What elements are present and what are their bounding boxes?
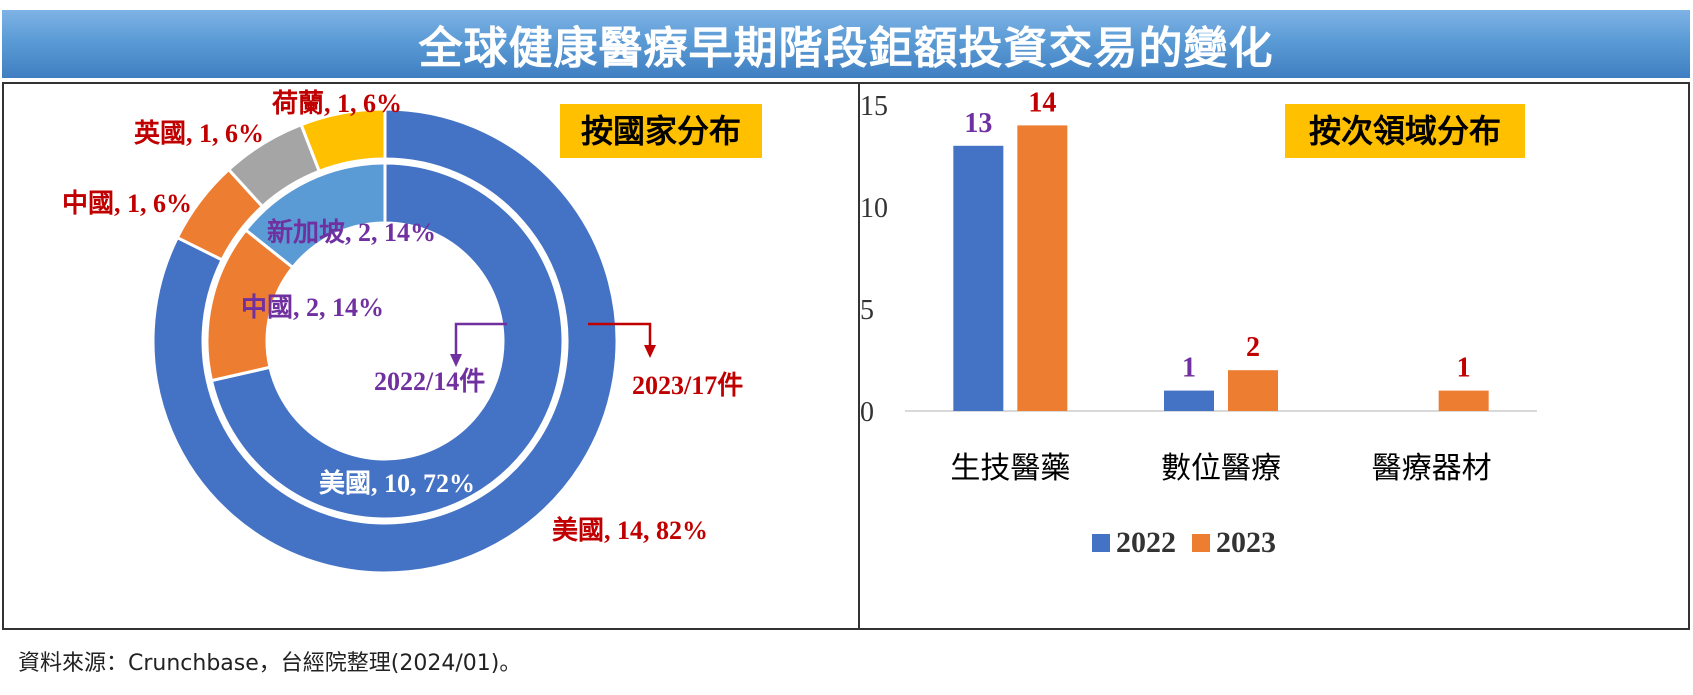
bar-label-2022-0: 13 [964, 108, 992, 139]
bar-label-2023-2: 1 [1457, 353, 1471, 384]
arrowhead-outer-ring [644, 345, 656, 358]
bar-chart: 0 5 10 15 生技醫藥 數位醫療 醫療器材 13 14 1 2 1 按次領域分布 2022 202… [860, 87, 1537, 559]
donut-label-outer-2: 英國, 1, 6% [134, 119, 264, 148]
donut-slice-inner-0 [209, 161, 565, 521]
donut-label-inner-1: 中國, 2, 14% [241, 293, 384, 322]
outer-ring-total-label: 2023/17件 [632, 371, 743, 400]
bar-label-2023-0: 14 [1028, 87, 1056, 118]
donut-label-outer-3: 荷蘭, 1, 6% [272, 89, 402, 118]
category-label-2: 醫療器材 [1372, 451, 1492, 486]
country-title-box [560, 104, 762, 158]
arrowhead-inner-ring [450, 354, 462, 367]
arrow-outer-ring [588, 322, 652, 350]
bar-label-2022-1: 1 [1182, 353, 1196, 384]
donut-label-outer-0: 美國, 14, 82% [552, 515, 708, 545]
source-note: 資料來源：Crunchbase，台經院整理(2024/01)。 [18, 651, 522, 676]
bar-2023-2 [1438, 390, 1489, 411]
arrow-inner-ring [454, 322, 507, 360]
subfield-title-box [1285, 104, 1525, 158]
bar-2022-1 [1164, 390, 1214, 411]
country-panel-title: 按國家分布 [581, 112, 741, 150]
subfield-panel: 0 5 10 15 生技醫藥 數位醫療 醫療器材 13 14 1 2 1 按次領域分布 2022 202… [858, 82, 1690, 630]
donut-label-outer-1: 中國, 1, 6% [62, 189, 192, 218]
donut-slice-inner-2 [243, 161, 387, 270]
donut-slice-outer-0 [151, 107, 619, 575]
country-panel: 美國, 10, 72% 中國, 2, 14% 新加坡, 2, 14% 美國, 14, … [2, 82, 860, 630]
donut-chart: 美國, 10, 72% 中國, 2, 14% 新加坡, 2, 14% 美國, 14, … [62, 89, 762, 575]
legend-label-2022: 2022 [1116, 526, 1176, 559]
legend-label-2023: 2023 [1216, 526, 1276, 559]
y-tick-label-0: 0 [860, 397, 874, 428]
donut-label-inner-2: 新加坡, 2, 14% [267, 217, 436, 247]
donut-slice-outer-3 [299, 107, 387, 174]
chart-title: 全球健康醫療早期階段鉅額投資交易的變化 [418, 23, 1274, 74]
category-label-1: 數位醫療 [1161, 451, 1281, 486]
bar-2022-0 [953, 145, 1004, 412]
inner-ring-total-label: 2022/14件 [374, 367, 485, 396]
legend-swatch-2022 [1092, 534, 1110, 552]
bar-2023-1 [1228, 370, 1278, 411]
y-tick-label-3: 15 [860, 91, 888, 122]
subfield-panel-title: 按次領域分布 [1309, 112, 1501, 150]
category-label-0: 生技醫藥 [950, 451, 1070, 486]
y-tick-label-1: 5 [860, 295, 874, 326]
y-tick-label-2: 10 [860, 193, 888, 224]
bar-label-2023-1: 2 [1246, 332, 1260, 363]
donut-label-inner-0: 美國, 10, 72% [319, 468, 475, 498]
legend-swatch-2023 [1192, 534, 1210, 552]
bar-2023-0 [1017, 125, 1068, 412]
title-bar: 全球健康醫療早期階段鉅額投資交易的變化 [2, 10, 1690, 78]
